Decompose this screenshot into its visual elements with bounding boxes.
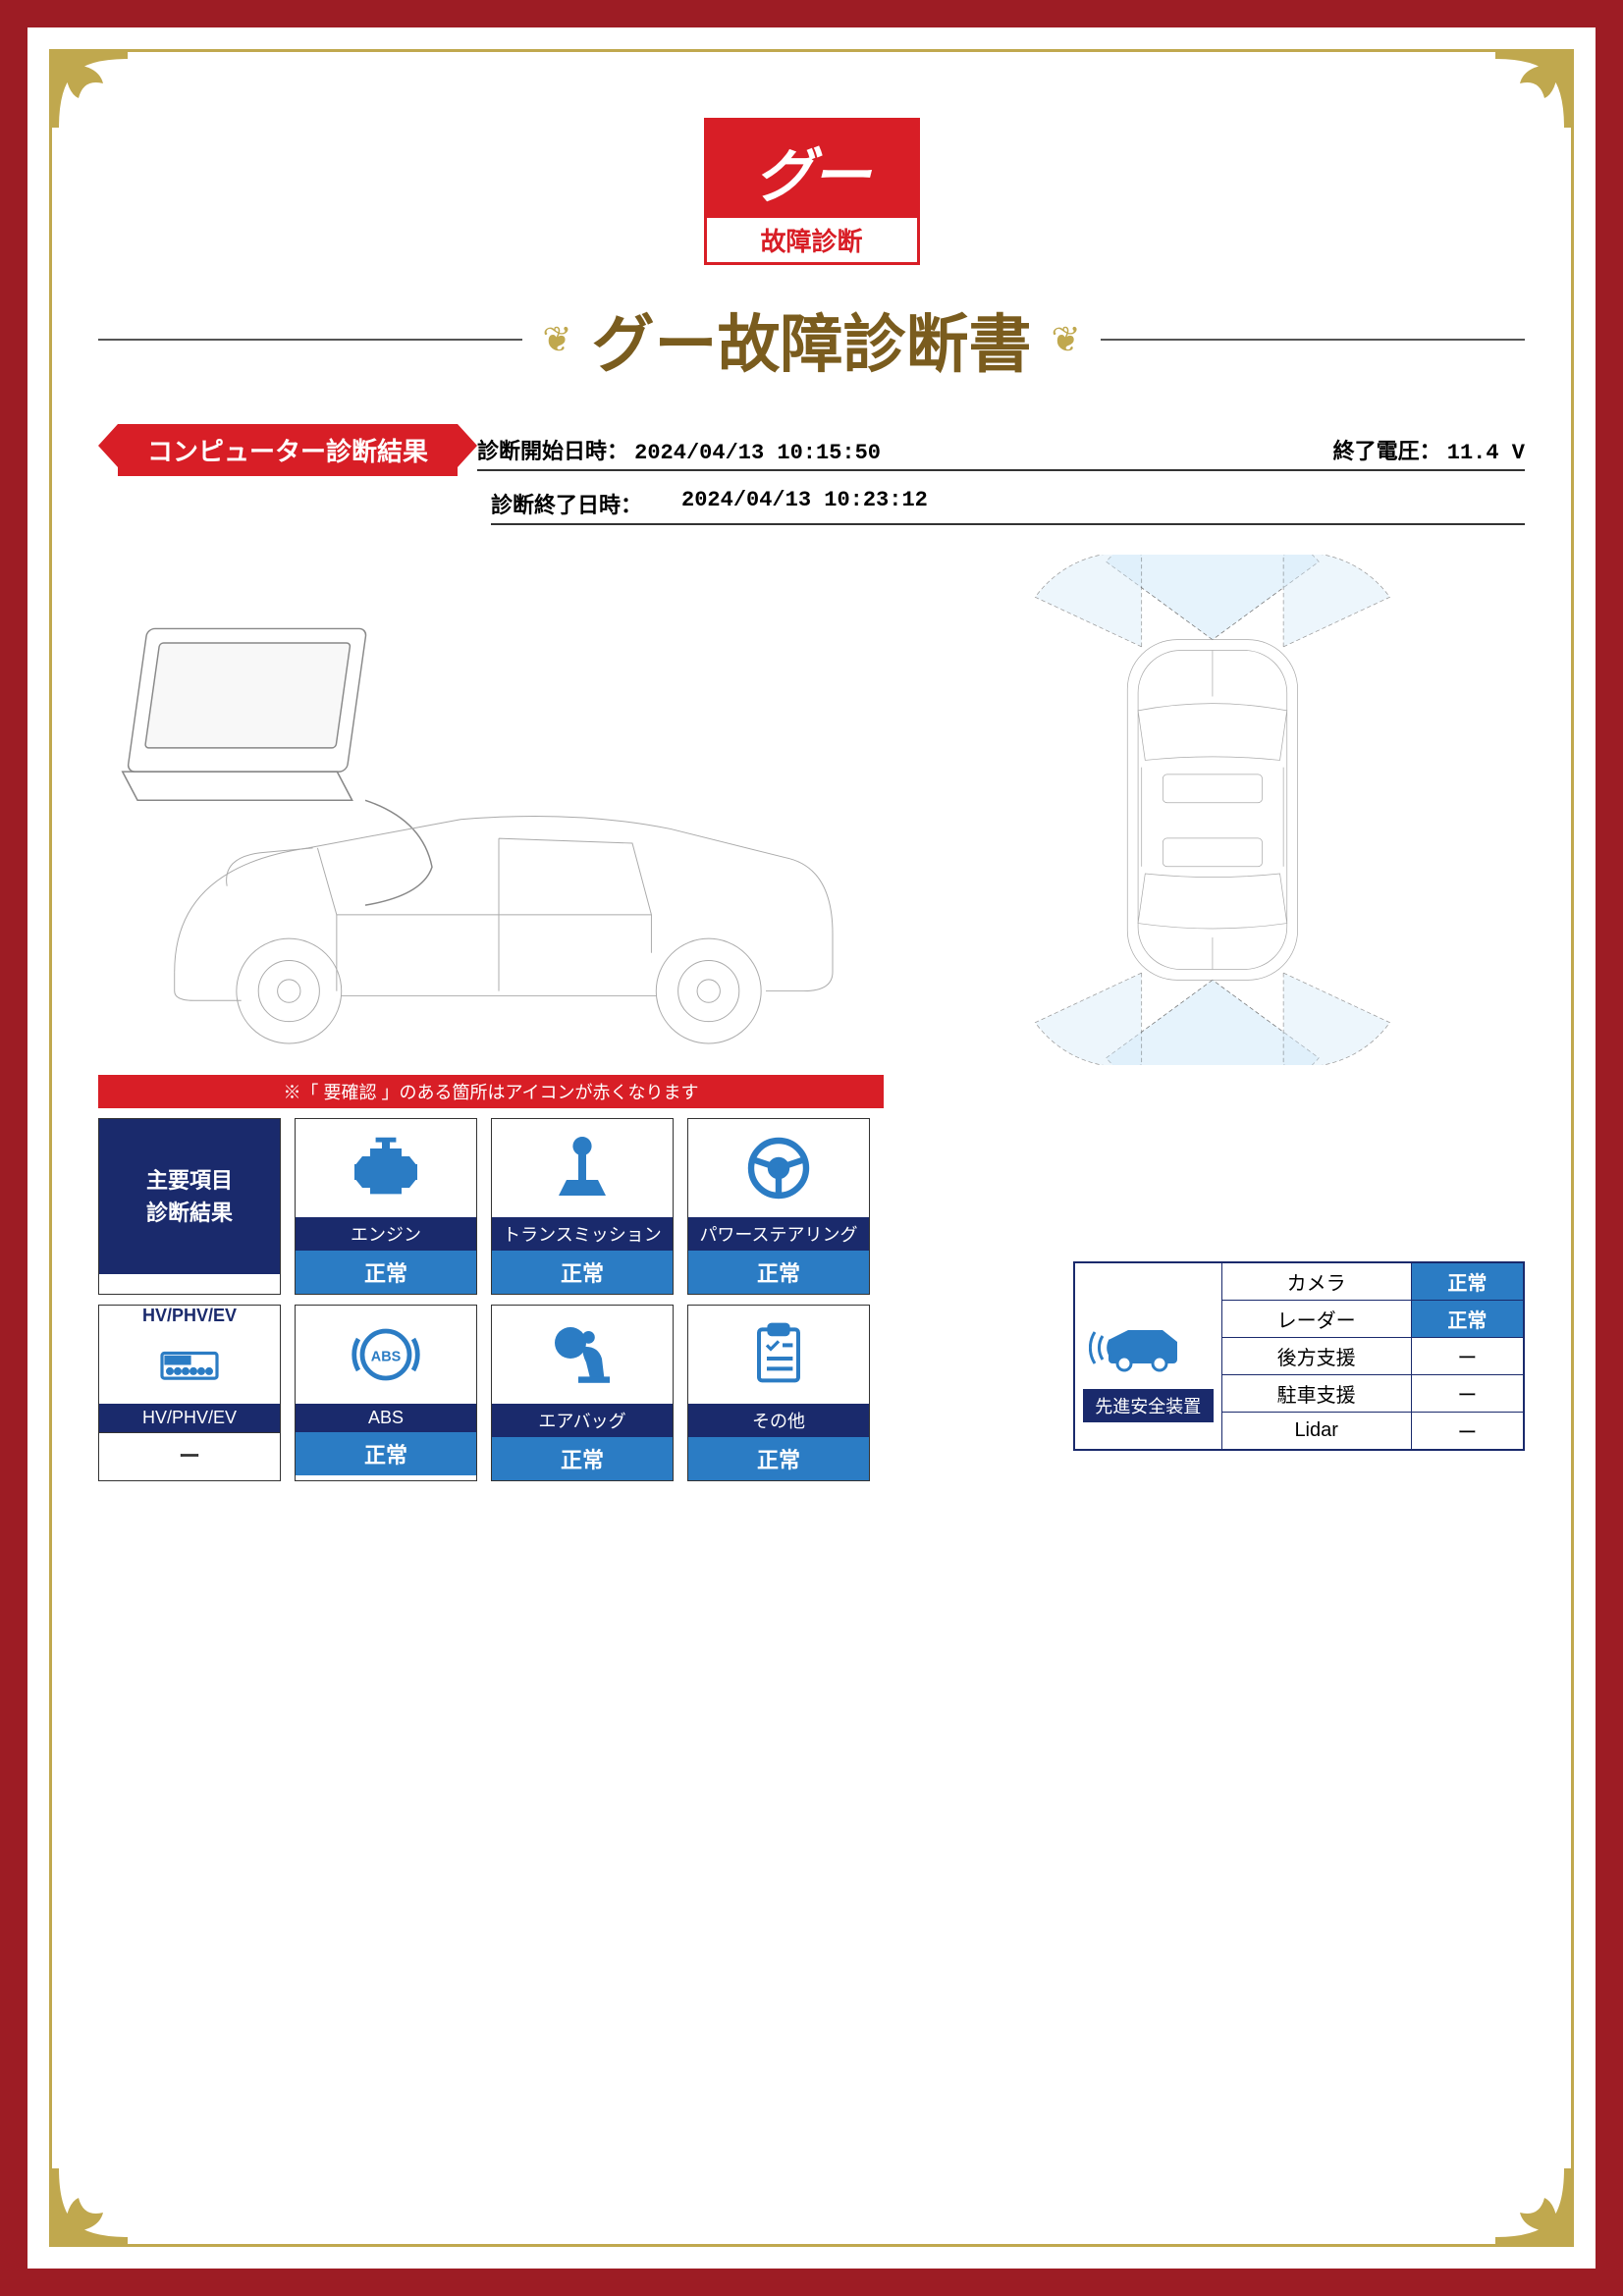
car-top-sensor-diagram	[900, 555, 1525, 1065]
header-card: 主要項目診断結果	[98, 1118, 281, 1295]
title-row: ❦ グー故障診断書 ❦	[98, 294, 1525, 385]
end-time-label: 診断終了日時：	[491, 488, 642, 519]
hv-card: HV/PHV/EV HV/PHV/EV ー	[98, 1305, 281, 1481]
voltage-value: 11.4 V	[1447, 441, 1525, 465]
abs-card: ABS ABS 正常	[295, 1305, 477, 1481]
end-time-value: 2024/04/13 10:23:12	[681, 488, 928, 519]
safety-table: 先進安全装置 カメラ 正常 レーダー 正常 後方支援 ー 駐車支援 ー	[1073, 1261, 1525, 1451]
airbag-label: エアバッグ	[492, 1404, 673, 1437]
abs-icon: ABS	[296, 1306, 476, 1404]
diagnosis-row-2: HV/PHV/EV HV/PHV/EV ー ABS ABS 正常	[98, 1305, 884, 1481]
diagnosis-row-1: 主要項目診断結果 エンジン 正常 トランスミッション 正常	[98, 1118, 884, 1295]
hv-status: ー	[99, 1432, 280, 1476]
safety-row-status: ー	[1411, 1375, 1524, 1413]
transmission-icon	[492, 1119, 673, 1217]
safety-row-name: 駐車支援	[1221, 1375, 1411, 1413]
section-tag: コンピューター診断結果	[118, 424, 458, 476]
safety-row-status: ー	[1411, 1338, 1524, 1375]
section-header-row: コンピューター診断結果 診断開始日時： 2024/04/13 10:15:50 …	[98, 424, 1525, 476]
engine-icon	[296, 1119, 476, 1217]
engine-label: エンジン	[296, 1217, 476, 1251]
logo-subtitle: 故障診断	[707, 218, 917, 262]
meta-line: 診断終了日時： 2024/04/13 10:23:12	[491, 484, 1525, 525]
other-card: その他 正常	[687, 1305, 870, 1481]
legend-note: ※「 要確認 」のある箇所はアイコンが赤くなります	[98, 1075, 884, 1108]
safety-row-status: 正常	[1411, 1301, 1524, 1338]
steering-label: パワーステアリング	[688, 1217, 869, 1251]
hv-icon: HV/PHV/EV	[99, 1306, 280, 1404]
title-rule	[1101, 339, 1525, 341]
safety-row-status: 正常	[1411, 1262, 1524, 1301]
voltage-label: 終了電圧：	[1333, 439, 1441, 463]
start-time-value: 2024/04/13 10:15:50	[634, 441, 881, 465]
svg-text:ABS: ABS	[371, 1349, 402, 1364]
airbag-icon	[492, 1306, 673, 1404]
steering-status: 正常	[688, 1251, 869, 1294]
other-label: その他	[688, 1404, 869, 1437]
transmission-label: トランスミッション	[492, 1217, 673, 1251]
airbag-status: 正常	[492, 1437, 673, 1480]
safety-icon-cell: 先進安全装置	[1074, 1262, 1221, 1450]
car-sensor-icon	[1089, 1291, 1207, 1379]
hv-label: HV/PHV/EV	[99, 1404, 280, 1432]
other-status: 正常	[688, 1437, 869, 1480]
safety-row-name: カメラ	[1221, 1262, 1411, 1301]
airbag-card: エアバッグ 正常	[491, 1305, 674, 1481]
title-rule	[98, 339, 522, 341]
steering-wheel-icon	[688, 1119, 869, 1217]
safety-row-name: Lidar	[1221, 1413, 1411, 1451]
safety-row-name: レーダー	[1221, 1301, 1411, 1338]
engine-card: エンジン 正常	[295, 1118, 477, 1295]
safety-row-name: 後方支援	[1221, 1338, 1411, 1375]
transmission-status: 正常	[492, 1251, 673, 1294]
abs-label: ABS	[296, 1404, 476, 1432]
safety-row-status: ー	[1411, 1413, 1524, 1451]
steering-card: パワーステアリング 正常	[687, 1118, 870, 1295]
safety-header: 先進安全装置	[1083, 1389, 1214, 1422]
flourish-icon: ❦	[542, 319, 571, 360]
hv-top-text: HV/PHV/EV	[142, 1306, 237, 1326]
header-card-title: 主要項目診断結果	[99, 1119, 280, 1274]
logo: グー 故障診断	[704, 118, 920, 265]
page-title: グー故障診断書	[592, 294, 1032, 385]
engine-status: 正常	[296, 1251, 476, 1294]
start-time-label: 診断開始日時：	[477, 439, 628, 463]
logo-brand: グー	[707, 121, 917, 218]
transmission-card: トランスミッション 正常	[491, 1118, 674, 1295]
flourish-icon: ❦	[1052, 319, 1081, 360]
car-side-diagram	[98, 555, 861, 1065]
abs-status: 正常	[296, 1432, 476, 1475]
clipboard-icon	[688, 1306, 869, 1404]
meta-line: 診断開始日時： 2024/04/13 10:15:50 終了電圧： 11.4 V	[477, 430, 1525, 471]
